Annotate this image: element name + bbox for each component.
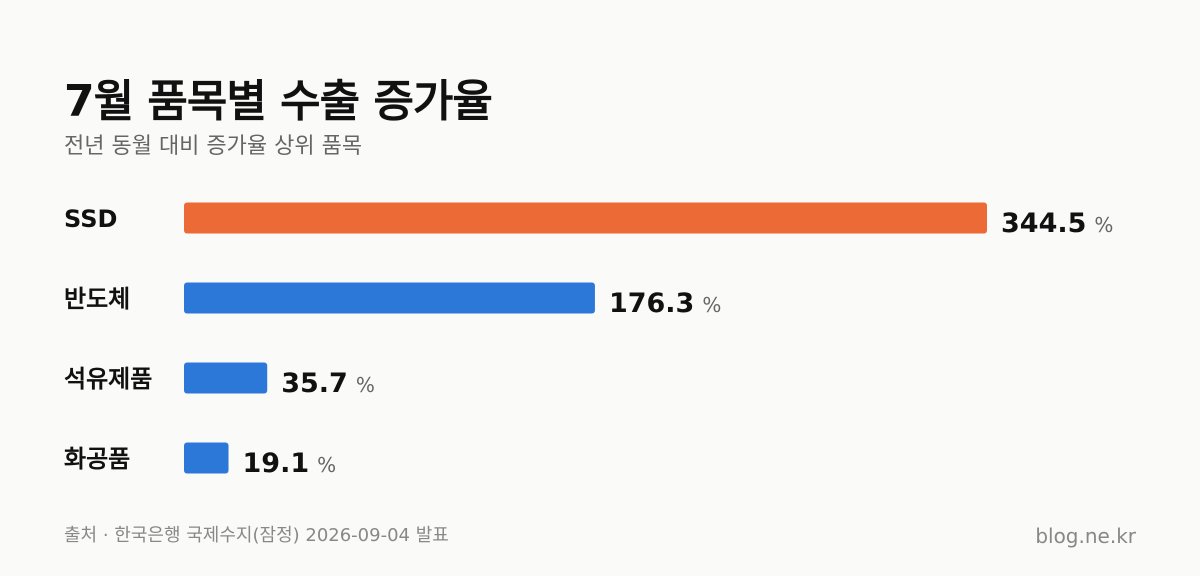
bar [184, 202, 987, 234]
bar [184, 362, 268, 394]
value-number: 176.3 [609, 288, 694, 319]
value-unit: % [1094, 213, 1113, 237]
value-number: 344.5 [1001, 208, 1086, 239]
bar [184, 442, 229, 474]
value-label: 19.1% [243, 448, 337, 479]
value-number: 19.1 [243, 448, 310, 479]
value-unit: % [317, 453, 336, 477]
chart-subtitle: 전년 동월 대비 증가율 상위 품목 [64, 134, 363, 159]
category-label: 화공품 [64, 445, 130, 473]
chart-title: 7월 품목별 수출 증가율 [64, 76, 493, 127]
value-label: 344.5% [1001, 208, 1113, 239]
bar [184, 282, 595, 314]
category-label: 반도체 [64, 285, 130, 313]
source-note: 출처 · 한국은행 국제수지(잠정) 2026-09-04 발표 [64, 525, 449, 546]
value-label: 35.7% [281, 368, 375, 399]
value-unit: % [702, 293, 721, 317]
category-label: 석유제품 [64, 365, 152, 393]
value-number: 35.7 [281, 368, 348, 399]
brand-link[interactable]: blog.ne.kr [1035, 524, 1136, 548]
category-label: SSD [64, 205, 117, 233]
value-unit: % [356, 373, 375, 397]
value-label: 176.3% [609, 288, 721, 319]
